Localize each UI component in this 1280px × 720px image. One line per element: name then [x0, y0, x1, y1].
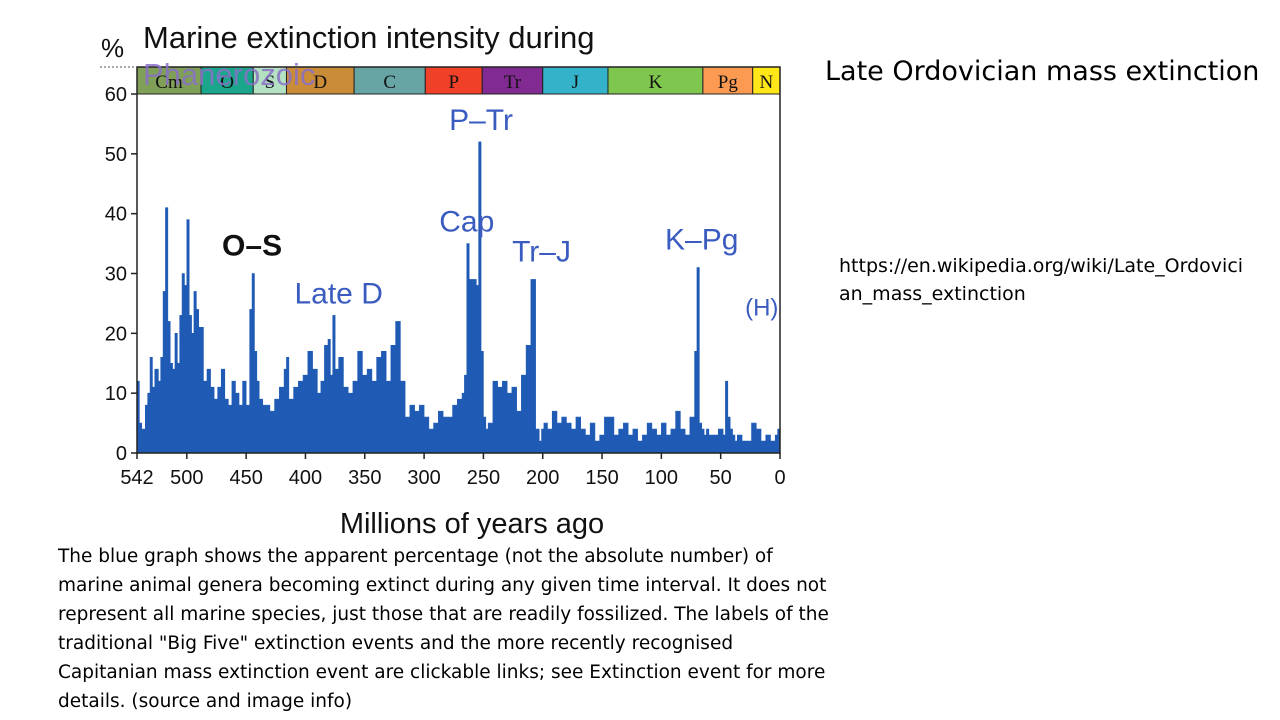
- period-P: [424, 66, 483, 95]
- extinction-series: [136, 141, 781, 454]
- y-tick-label: 60: [105, 84, 127, 106]
- plot-frame: [136, 66, 781, 454]
- caption: The blue graph shows the apparent percen…: [58, 546, 829, 712]
- event-label: P–Tr: [449, 104, 513, 137]
- event-label: Late D: [294, 277, 382, 310]
- event-label: K–Pg: [665, 224, 738, 257]
- y-axis-label: %: [101, 33, 124, 63]
- period-N: [752, 66, 781, 95]
- x-tick-label: 50: [710, 467, 732, 489]
- period-label: P: [448, 72, 459, 93]
- period-bar: Cm O S D C P Tr J K Pg N: [136, 66, 781, 95]
- x-tick-label: 300: [407, 467, 440, 489]
- period-label: Cm: [155, 72, 183, 93]
- chart-title: Marine extinction intensity during Phaner…: [143, 20, 594, 92]
- y-tick-label: 50: [105, 144, 127, 166]
- event-label: O–S: [222, 230, 282, 263]
- event-label: (H): [745, 294, 778, 321]
- period-S: [252, 66, 287, 95]
- x-tick-label: 100: [645, 467, 678, 489]
- period-label: D: [313, 72, 327, 93]
- y-tick-label: 20: [105, 323, 127, 345]
- chart-title-line: Phanerozoic: [143, 57, 315, 92]
- slide-title: Late Ordovician mass extinction: [825, 56, 1260, 87]
- period-label: K: [649, 72, 663, 93]
- period-label: S: [265, 72, 276, 93]
- event-annotations: O–S Late D Cap P–Tr Tr–J K–Pg (H): [222, 104, 778, 321]
- period-label: Pg: [718, 72, 739, 93]
- event-label: Tr–J: [512, 236, 571, 269]
- extinction-area: [136, 141, 781, 454]
- x-tick-label: 250: [467, 467, 500, 489]
- x-tick-label: 350: [348, 467, 381, 489]
- source-link[interactable]: https://en.wikipedia.org/wiki/Late_Ordov…: [839, 255, 1244, 305]
- event-label: Cap: [439, 206, 494, 239]
- period-label: C: [383, 72, 396, 93]
- y-tick-label: 10: [105, 383, 127, 405]
- y-tick-label: 0: [116, 443, 127, 465]
- y-tick-label: 40: [105, 204, 127, 226]
- y-tick-label: 30: [105, 264, 127, 286]
- x-tick-label: 450: [229, 467, 262, 489]
- period-label: J: [572, 72, 579, 93]
- x-tick-label: 150: [585, 467, 618, 489]
- x-tick-label: 200: [526, 467, 559, 489]
- period-label: Tr: [504, 72, 522, 93]
- period-label: N: [759, 72, 773, 93]
- period-J: [542, 66, 609, 95]
- x-tick-label: 0: [774, 467, 785, 489]
- x-tick-label: 400: [289, 467, 322, 489]
- chart-title-line: Marine extinction intensity during: [143, 20, 594, 55]
- x-tick-label: 542: [120, 467, 153, 489]
- x-axis-label: Millions of years ago: [340, 508, 604, 540]
- x-tick-label: 500: [170, 467, 203, 489]
- period-label: O: [220, 72, 234, 93]
- period-Tr: [481, 66, 544, 95]
